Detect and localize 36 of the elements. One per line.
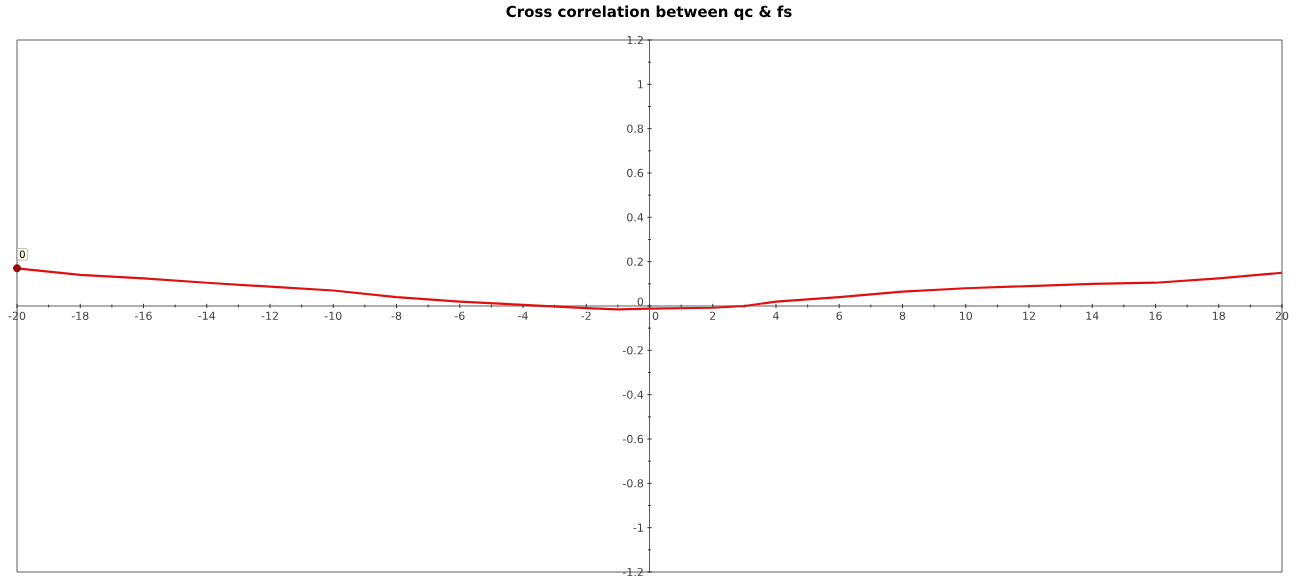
annotation: 0	[19, 250, 25, 259]
x-tick-label: -6	[454, 311, 465, 320]
y-tick-label: 1	[638, 80, 643, 89]
x-tick-label: -10	[324, 311, 342, 320]
y-tick-label: -0.4	[622, 390, 644, 399]
x-tick-label: 16	[1149, 311, 1162, 320]
y-tick-label: -0.6	[622, 434, 644, 444]
x-tick-label: 6	[836, 311, 843, 320]
x-tick-label: 18	[1212, 311, 1225, 320]
x-tick-label: 10	[959, 311, 972, 320]
x-tick-label: 8	[899, 311, 906, 320]
y-tick-label: 0.8	[627, 124, 644, 133]
y-tick-label: -1.2	[622, 567, 643, 576]
x-tick-label: 14	[1086, 311, 1099, 320]
x-tick-label: -4	[518, 311, 528, 320]
y-tick-label: -1	[633, 523, 643, 532]
y-tick-label: 0.6	[627, 168, 644, 178]
x-tick-label: -2	[581, 311, 591, 320]
y-tick-label: 0.2	[627, 257, 643, 266]
y-tick-label: 0.4	[627, 213, 644, 222]
chart-title: Cross correlation between qc & fs	[506, 5, 792, 21]
x-tick-label: 4	[773, 311, 779, 320]
x-tick-label: -20	[8, 311, 26, 320]
y-tick-label: -0.2	[622, 346, 643, 355]
x-tick-label: 12	[1023, 311, 1035, 320]
x-tick-label: -14	[198, 311, 216, 320]
x-tick-label: -12	[261, 311, 278, 320]
y-tick-label: 0	[637, 297, 644, 306]
x-tick-label: -18	[71, 311, 89, 320]
x-tick-label: 2	[710, 311, 716, 320]
y-tick-label: -0.8	[622, 479, 644, 488]
x-tick-label: 20	[1275, 311, 1289, 320]
x-tick-label: -8	[391, 311, 402, 320]
y-tick-label: 1.2	[627, 35, 643, 45]
x-tick-label: -16	[135, 311, 152, 320]
x-tick-label: 0	[652, 311, 659, 320]
